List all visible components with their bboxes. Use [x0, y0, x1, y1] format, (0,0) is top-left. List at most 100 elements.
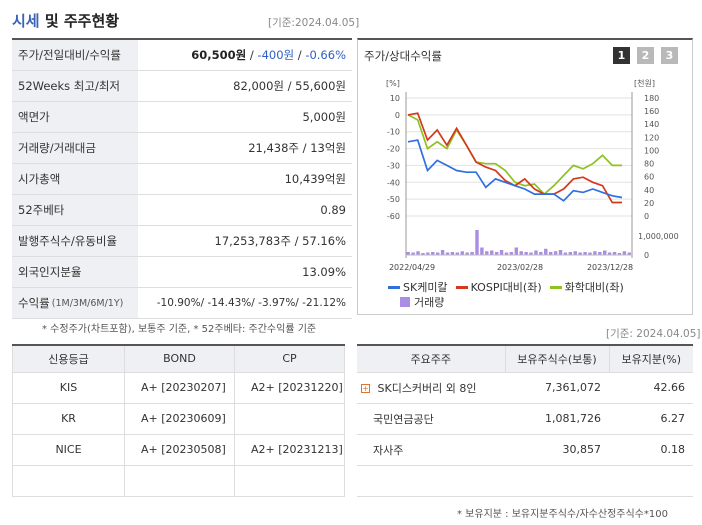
row-label: 외국인지분율 — [12, 257, 138, 287]
price-value: 60,500원 — [191, 48, 247, 62]
volume-bar — [480, 247, 484, 255]
holder-name — [357, 465, 505, 497]
credit-agency — [12, 464, 125, 497]
table-row: KIS A+ [20230207] A2+ [20231220] — [12, 371, 345, 404]
holders-header: 보유지분(%) — [608, 345, 693, 373]
credit-agency: NICE — [12, 433, 125, 466]
table-row: + SK디스커버리 외 8인 7,361,072 42.66 — [357, 372, 693, 404]
volume-bar — [499, 250, 504, 255]
holder-pct: 42.66 — [609, 372, 693, 404]
title-part2: 및 주주현황 — [44, 12, 120, 30]
volume-bar — [460, 251, 464, 255]
row-value: 5,000원 — [302, 110, 346, 124]
holders-header: 보유주식수(보통) — [504, 345, 609, 373]
expand-plus-icon[interactable]: + — [361, 384, 370, 393]
table-row — [12, 464, 345, 497]
left-tick-label: -20 — [387, 145, 400, 154]
credit-cp: A2+ [20231213] — [234, 433, 345, 466]
rate-value: -0.66% — [305, 48, 346, 62]
right-tick-label: 180 — [644, 94, 659, 103]
row-returns: 수익률 (1M/3M/6M/1Y) -10.90%/ -14.43%/ -3.9… — [12, 288, 352, 319]
credit-cp — [234, 464, 345, 497]
volume-bar — [583, 252, 587, 255]
row-value: 82,000원 / 55,600원 — [233, 79, 346, 93]
chart-page-2-button[interactable]: 2 — [637, 47, 654, 64]
row-label: 액면가 — [12, 102, 138, 132]
right-tick-label: 120 — [644, 133, 659, 142]
volume-bar — [573, 251, 577, 255]
x-tick-label: 2023/12/28 — [587, 263, 633, 272]
volume-bar — [514, 247, 518, 255]
holder-name: 국민연금공단 — [357, 403, 505, 435]
left-tick-label: -50 — [387, 195, 400, 204]
volume-bar — [504, 252, 509, 255]
volume-bar — [470, 252, 474, 255]
volume-bar — [524, 252, 528, 255]
table-row: 자사주 30,857 0.18 — [357, 434, 693, 466]
volume-bar — [622, 251, 627, 255]
series-line-chem — [407, 114, 622, 196]
volume-bar — [445, 252, 450, 255]
credit-bond: A+ [20230508] — [124, 433, 235, 466]
row-value: 10,439억원 — [284, 172, 346, 186]
relative-return-chart: [%] [천원]100-10-20-30-40-50-60180160140120… — [386, 78, 679, 272]
volume-bar — [485, 251, 489, 255]
row-label: 시가총액 — [12, 164, 138, 194]
basis-date: [기준:2024.04.05] — [268, 17, 360, 29]
chart-page-1-button[interactable]: 1 — [613, 47, 630, 64]
volume-bar — [563, 252, 568, 255]
table-row: NICE A+ [20230508] A2+ [20231213] — [12, 433, 345, 466]
volume-bar — [421, 253, 425, 255]
row-label: 52Weeks 최고/최저 — [12, 71, 138, 101]
holders-header: 주요주주 — [357, 345, 505, 373]
row-market-cap: 시가총액 10,439억원 — [12, 164, 352, 195]
credit-header: 신용등급 — [12, 344, 125, 373]
right-tick-label: 80 — [644, 160, 654, 169]
row-price: 주가/전일대비/수익률 60,500원 / -400원 / -0.66% — [12, 40, 352, 71]
credit-agency: KR — [12, 402, 125, 435]
row-label: 발행주식수/유동비율 — [12, 226, 138, 256]
row-value: 13.09% — [302, 265, 346, 279]
volume-bar — [544, 248, 548, 255]
x-tick-label: 2023/02/28 — [497, 263, 543, 272]
row-label: 수익률 — [18, 296, 50, 310]
volume-bar — [593, 251, 597, 255]
credit-cp — [234, 402, 345, 435]
volume-bar — [539, 252, 543, 255]
volume-bar — [548, 252, 553, 255]
volume-bar — [465, 252, 469, 255]
left-unit-label: [%] — [386, 79, 400, 88]
row-label: 52주베타 — [12, 195, 138, 225]
row-value: 21,438주 / 13억원 — [248, 141, 346, 155]
chart-page-3-button[interactable]: 3 — [661, 47, 678, 64]
holder-name[interactable]: SK디스커버리 외 8인 — [377, 381, 477, 395]
row-value: 17,253,783주 / 57.16% — [214, 234, 346, 248]
table-row: 국민연금공단 1,081,726 6.27 — [357, 403, 693, 435]
volume-bar — [519, 251, 523, 255]
volume-bar — [416, 251, 420, 255]
holders-note: * 보유지분 : 보유지분주식수/자수산정주식수*100 — [457, 509, 668, 520]
stock-note: * 수정주가(차트포함), 보통주 기준, * 52주베타: 주간수익률 기준 — [42, 324, 317, 335]
holder-pct: 6.27 — [609, 403, 693, 435]
table-row — [357, 465, 693, 497]
row-volume: 거래량/거래대금 21,438주 / 13억원 — [12, 133, 352, 164]
volume-bar — [435, 252, 440, 255]
volume-bar — [426, 252, 430, 255]
left-tick-label: -40 — [387, 178, 400, 187]
row-face-value: 액면가 5,000원 — [12, 102, 352, 133]
holder-shares: 1,081,726 — [505, 403, 609, 435]
left-tick-label: -30 — [387, 161, 400, 170]
volume-bar — [588, 252, 592, 255]
shareholders-table: 주요주주 보유주식수(보통) 보유지분(%) + SK디스커버리 외 8인 7,… — [357, 344, 693, 497]
volume-bar — [529, 252, 533, 255]
right-tick-label: 20 — [644, 199, 654, 208]
volume-zero-label: 0 — [644, 251, 649, 260]
credit-rating-table: 신용등급 BOND CP KIS A+ [20230207] A2+ [2023… — [12, 344, 345, 497]
row-sublabel: (1M/3M/6M/1Y) — [51, 297, 124, 309]
x-tick-label: 2022/04/29 — [389, 263, 435, 272]
right-tick-label: 40 — [644, 186, 654, 195]
row-foreign: 외국인지분율 13.09% — [12, 257, 352, 288]
volume-bar — [534, 250, 538, 255]
volume-bar — [568, 252, 573, 255]
volume-bar — [450, 252, 455, 255]
